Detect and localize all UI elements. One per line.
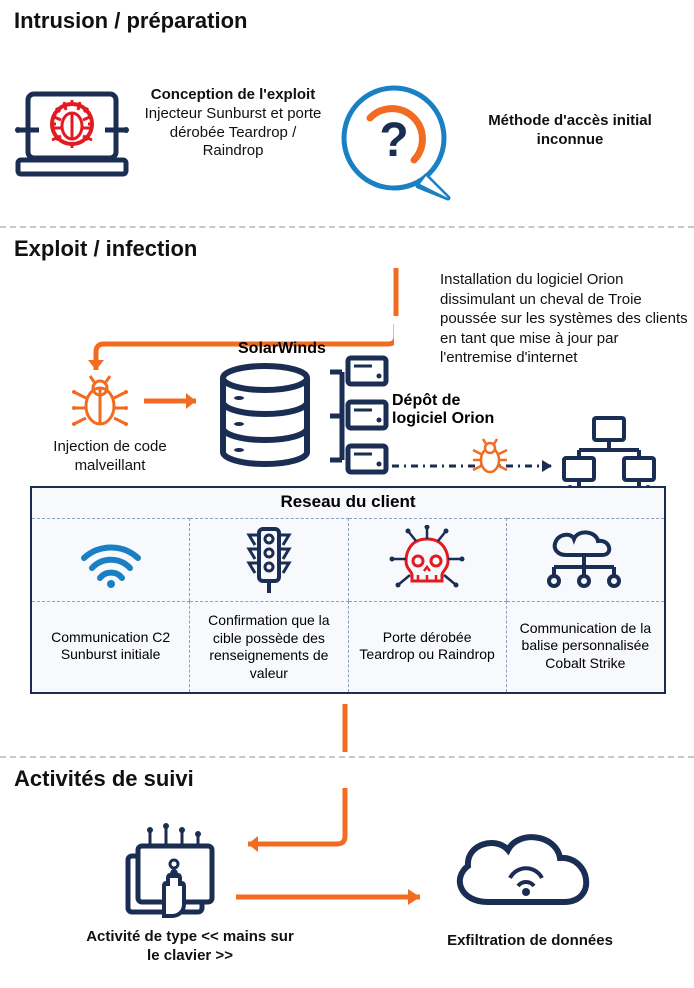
cell-3: Communication de la balise personnalisée… (507, 601, 664, 692)
divider-2 (0, 756, 694, 758)
activity-label: Activité de type << mains sur le clavier… (80, 928, 300, 966)
skull-circuit-icon (388, 525, 466, 595)
cloud-exfil-icon (440, 816, 610, 932)
section2-title: Exploit / infection (14, 236, 694, 262)
repo-label: Dépôt de logiciel Orion (392, 392, 494, 428)
section1-title: Intrusion / préparation (14, 8, 694, 34)
client-network-box: Reseau du client (30, 486, 666, 694)
exploit-design-text: Conception de l'exploit Injecteur Sunbur… (138, 86, 328, 161)
database-icon (215, 362, 315, 472)
cell-3-icon (507, 518, 664, 601)
repo-line2: logiciel Orion (392, 410, 494, 428)
arrow-bubble-down-icon (376, 268, 456, 328)
cell-2: Porte dérobée Teardrop ou Raindrop (349, 601, 507, 692)
svg-text:?: ? (379, 114, 408, 167)
divider-1 (0, 226, 694, 228)
client-icon-row (32, 518, 664, 601)
cell-2-label: Porte dérobée Teardrop ou Raindrop (353, 608, 502, 684)
exploit-body: Injecteur Sunburst et porte dérobée Tear… (138, 105, 328, 161)
server-rack-icon (330, 354, 390, 480)
solarwinds-label: SolarWinds (238, 340, 326, 358)
section2-body: Installation du logiciel Orion dissimula… (0, 268, 694, 748)
arrow-bug-to-db-icon (142, 386, 212, 416)
cell-1-icon (190, 518, 348, 601)
cell-1: Confirmation que la cible possède des re… (190, 601, 348, 692)
arrow-box-down-icon (330, 704, 360, 754)
cell-0: Communication C2 Sunburst initiale (32, 601, 190, 692)
method-title: Méthode d'accès initial inconnue (470, 112, 670, 150)
exploit-title: Conception de l'exploit (138, 86, 328, 105)
section3-body: Activité de type << mains sur le clavier… (0, 798, 694, 988)
traffic-light-icon (241, 525, 297, 595)
cell-0-label: Communication C2 Sunburst initiale (36, 608, 185, 684)
exfil-label: Exfiltration de données (400, 932, 660, 951)
cell-3-label: Communication de la balise personnalisée… (511, 608, 660, 684)
cell-1-label: Confirmation que la cible possède des re… (194, 608, 343, 686)
hands-on-keyboard-icon (120, 820, 230, 926)
question-bubble-icon: ? (330, 78, 458, 206)
cloud-network-icon (540, 525, 630, 595)
client-label-row: Communication C2 Sunburst initiale Confi… (32, 601, 664, 692)
method-text: Méthode d'accès initial inconnue (470, 112, 670, 150)
arrow-right-icon (234, 884, 434, 910)
cell-0-icon (32, 518, 190, 601)
cell-2-icon (349, 518, 507, 601)
laptop-bug-icon (14, 80, 130, 188)
injection-label: Injection de code malveillant (34, 438, 186, 476)
wifi-icon (76, 532, 146, 588)
repo-line1: Dépôt de (392, 392, 494, 410)
arrow-down-left-icon (234, 788, 364, 858)
client-network-title: Reseau du client (32, 488, 664, 518)
malware-bug-icon (70, 374, 130, 434)
install-description: Installation du logiciel Orion dissimula… (440, 270, 688, 368)
diagram-root: Intrusion / préparation Conception de l'… (0, 8, 694, 894)
small-bug-icon (470, 438, 510, 478)
section1-body: Conception de l'exploit Injecteur Sunbur… (0, 40, 694, 218)
